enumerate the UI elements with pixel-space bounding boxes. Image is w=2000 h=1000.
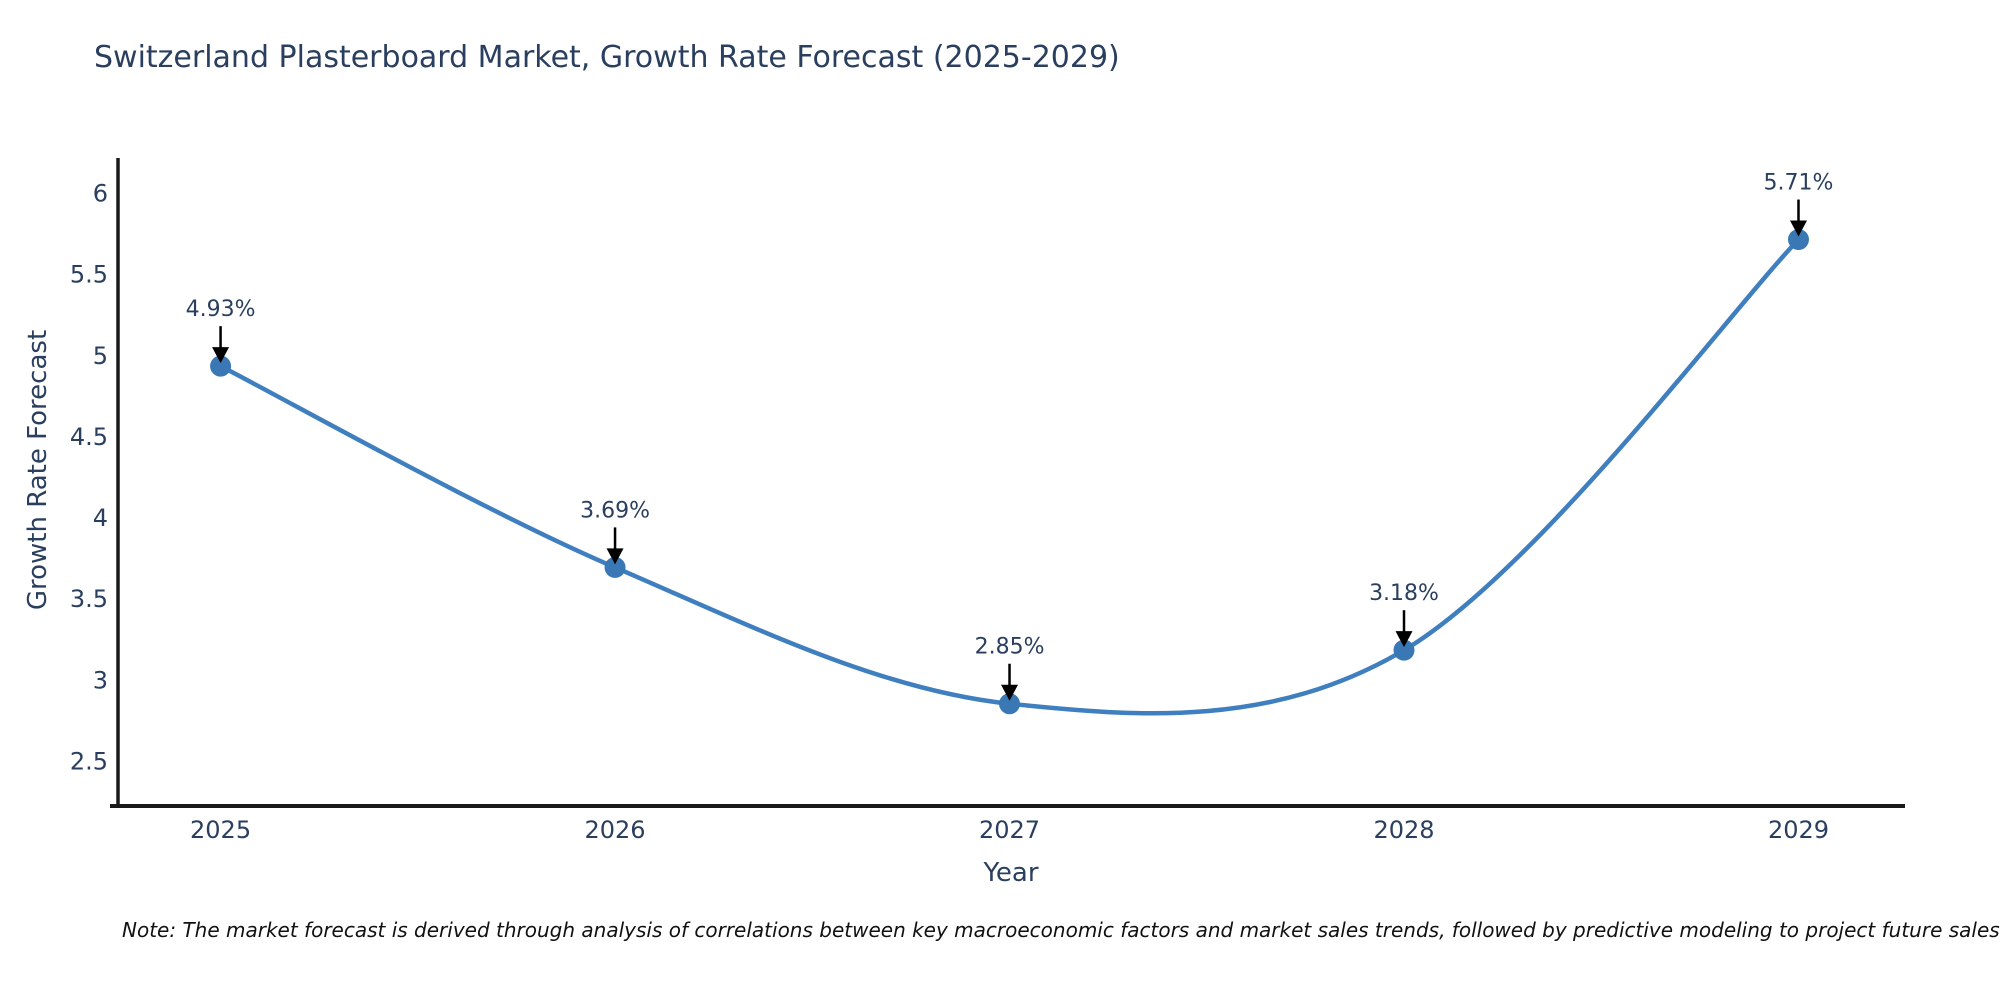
x-tick-label: 2028 [1373, 816, 1434, 844]
annotation-arrowhead [1789, 220, 1807, 237]
data-point-marker [1393, 639, 1415, 661]
y-tick-label: 4.5 [70, 423, 108, 451]
footnote: Note: The market forecast is derived thr… [122, 918, 2000, 942]
y-tick-label: 6 [93, 179, 108, 207]
data-point-marker [210, 355, 232, 377]
y-tick-label: 2.5 [70, 748, 108, 776]
annotation-arrowhead [1395, 631, 1413, 648]
data-point-marker [1787, 229, 1809, 251]
annotation-label: 5.71% [1764, 171, 1834, 196]
y-tick-label: 3 [93, 666, 108, 694]
x-tick-label: 2027 [979, 816, 1040, 844]
annotation-arrowhead [606, 548, 624, 565]
x-tick-label: 2029 [1768, 816, 1829, 844]
y-tick-label: 4 [93, 504, 108, 532]
y-tick-label: 5.5 [70, 261, 108, 289]
y-tick-label: 5 [93, 342, 108, 370]
annotation-label: 2.85% [975, 635, 1045, 660]
chart-title: Switzerland Plasterboard Market, Growth … [94, 40, 1120, 75]
x-tick-label: 2026 [585, 816, 646, 844]
data-point-marker [999, 693, 1021, 715]
x-axis-title: Year [983, 858, 1039, 888]
annotation-label: 3.18% [1369, 581, 1439, 606]
x-tick-label: 2025 [190, 816, 251, 844]
annotation-label: 4.93% [186, 297, 256, 322]
y-tick-label: 3.5 [70, 585, 108, 613]
annotation-arrowhead [212, 347, 230, 364]
annotation-arrowhead [1001, 684, 1019, 701]
annotation-label: 3.69% [580, 498, 650, 523]
data-point-marker [604, 556, 626, 578]
